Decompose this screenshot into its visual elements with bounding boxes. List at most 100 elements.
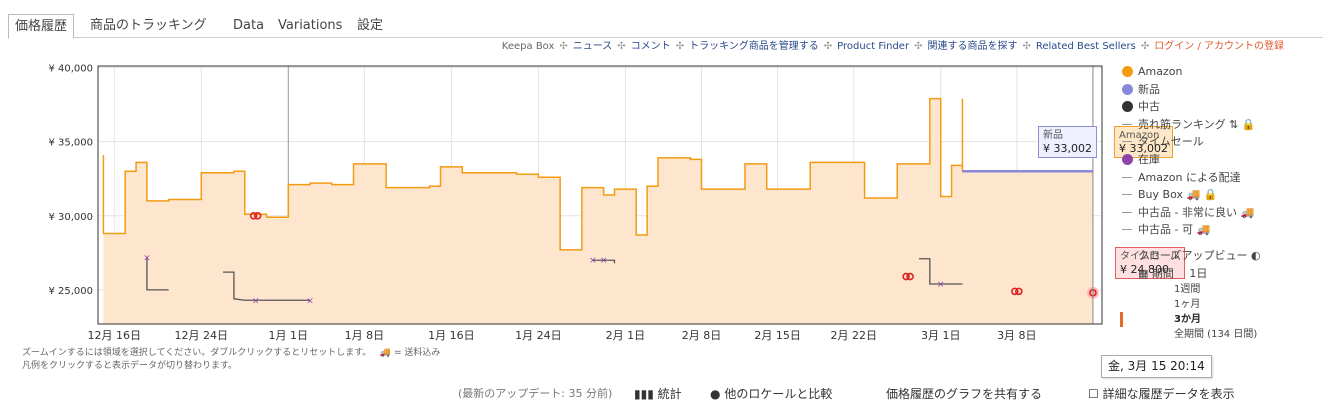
- compare-locales-button[interactable]: ● 他のロケールと比較: [710, 385, 832, 403]
- zoom-hint: ズームインするには領域を選択してください。ダブルクリックするとリセットします。 …: [22, 345, 440, 358]
- x-tick-label: 1月 16日: [428, 329, 475, 342]
- toggle-icon: ◐: [1250, 248, 1261, 262]
- legend-label: 在庫: [1138, 152, 1160, 166]
- news-link[interactable]: ニュース: [572, 41, 613, 52]
- tab-data[interactable]: Data: [233, 18, 265, 33]
- checkbox-icon[interactable]: ☐: [1088, 387, 1099, 401]
- calendar-icon: ▦: [1138, 266, 1149, 280]
- x-tick-label: 1月 8日: [345, 329, 385, 342]
- sales-rank-line: [223, 271, 311, 301]
- sale-marker: [1011, 287, 1019, 296]
- x-tick-label: 1月 24日: [515, 329, 562, 342]
- tooltip-sale-value: ¥ 24,800: [1120, 263, 1169, 276]
- tooltip-new-label: 新品: [1043, 130, 1063, 141]
- legend-label: Amazon による配達: [1138, 170, 1241, 184]
- stock-marker: ×: [306, 296, 314, 306]
- details-toggle[interactable]: ☐ 詳細な履歴データを表示: [1088, 385, 1235, 403]
- amazon-area: [103, 98, 1093, 324]
- stats-button[interactable]: ▮▮▮ 統計: [634, 385, 682, 403]
- dash-icon: [1122, 229, 1132, 231]
- legend-item-buy-box[interactable]: Buy Box 🚚 🔒: [1120, 186, 1320, 204]
- legend-label: 中古品 - 非常に良い 🚚: [1138, 205, 1255, 219]
- price-history-chart[interactable]: ×× ×× ×× ¥ 40,000¥ 35,000¥ 30,000¥ 25,000 …: [0, 52, 1110, 347]
- close-up-label: クローズアップビュー: [1138, 248, 1248, 262]
- legend-item-amazon-delivery[interactable]: Amazon による配達: [1120, 169, 1320, 187]
- legend-label: 中古: [1138, 100, 1160, 114]
- legend-hint: 凡例をクリックすると表示データが切り替わります。: [22, 361, 238, 371]
- tooltip-new-value: ¥ 33,002: [1043, 142, 1092, 155]
- range-1-day[interactable]: 1日: [1189, 266, 1208, 280]
- range-1-week[interactable]: 1週間: [1174, 284, 1201, 296]
- legend-item-used[interactable]: 中古: [1120, 98, 1320, 116]
- dash-icon: [1122, 194, 1132, 196]
- amazon-line: [102, 97, 1093, 251]
- stock-dot-icon: [1122, 153, 1133, 165]
- tab-variations[interactable]: Variations: [278, 18, 343, 33]
- tab-product-tracking[interactable]: 商品のトラッキング: [90, 18, 207, 33]
- sale-marker: [253, 211, 262, 220]
- plot-frame: [97, 65, 1103, 325]
- legend-item-lightning-deal[interactable]: タイムセール: [1120, 133, 1320, 151]
- related-best-sellers-link[interactable]: Related Best Sellers: [1035, 41, 1136, 52]
- dash-icon: [1122, 211, 1132, 213]
- range-all-time[interactable]: 全期間 (134 日間): [1174, 329, 1258, 341]
- chart-series-lines: [102, 97, 1093, 301]
- range-1-month[interactable]: 1ヶ月: [1174, 299, 1201, 311]
- stock-marker: ×: [252, 296, 260, 306]
- stock-marker: ×: [143, 253, 151, 263]
- legend-item-sales-rank[interactable]: 売れ筋ランキング ⇅ 🔒: [1120, 116, 1320, 134]
- x-tick-label: 1月 1日: [269, 329, 309, 342]
- legend-item-used-acceptable[interactable]: 中古品 - 可 🚚: [1120, 221, 1320, 239]
- y-axis-ticks: ¥ 40,000 ¥ 35,000 ¥ 30,000 ¥ 25,000: [48, 63, 93, 296]
- login-link[interactable]: ログイン / アカウントの登録: [1154, 41, 1284, 52]
- dash-icon: [1122, 123, 1132, 125]
- sales-rank-line: [592, 259, 616, 264]
- y-tick-label: ¥ 35,000: [48, 138, 93, 149]
- tab-settings[interactable]: 設定: [357, 18, 384, 33]
- separator-icon: ✣: [617, 41, 626, 52]
- tooltip-new: 新品 ¥ 33,002: [1038, 126, 1097, 158]
- dash-icon: [1122, 176, 1132, 178]
- separator-icon: ✣: [914, 41, 923, 52]
- product-finder-link[interactable]: Product Finder: [837, 41, 910, 52]
- range-3-months[interactable]: 3か月: [1120, 312, 1320, 328]
- stats-label: 統計: [657, 387, 682, 401]
- last-update: (最新のアップデート: 35 分前): [458, 387, 613, 400]
- tab-price-history[interactable]: 価格履歴: [8, 14, 75, 39]
- y-tick-label: ¥ 40,000: [48, 63, 93, 74]
- stock-marker: ×: [937, 280, 945, 290]
- chart-markers: ×× ×× ××: [143, 66, 1099, 324]
- legend-label: Buy Box 🚚 🔒: [1138, 188, 1218, 202]
- x-tick-label: 3月 8日: [997, 329, 1037, 342]
- legend-item-stock[interactable]: 在庫: [1120, 151, 1320, 169]
- share-graph-button[interactable]: 価格履歴のグラフを共有する: [886, 387, 1043, 401]
- manage-tracking-link[interactable]: トラッキング商品を管理する: [689, 41, 819, 52]
- sale-marker: [902, 272, 910, 281]
- keepa-box-link[interactable]: Keepa Box: [501, 41, 555, 52]
- legend-item-new[interactable]: 新品: [1120, 81, 1320, 99]
- legend-item-amazon[interactable]: Amazon: [1120, 63, 1320, 81]
- tooltip-amazon-label: Amazon: [1119, 130, 1160, 141]
- y-tick-label: ¥ 25,000: [48, 286, 93, 297]
- sales-rank-line: [918, 258, 963, 285]
- y-tick-label: ¥ 30,000: [48, 212, 93, 223]
- amazon-dot-icon: [1122, 66, 1133, 77]
- legend-item-used-very-good[interactable]: 中古品 - 非常に良い 🚚: [1120, 204, 1320, 222]
- comments-link[interactable]: コメント: [630, 41, 671, 52]
- x-tick-label: 2月 8日: [682, 329, 722, 342]
- top-links: Keepa Box ✣ ニュース ✣ コメント ✣ トラッキング商品を管理する ✣ Produc…: [440, 37, 1285, 52]
- period-label: 期間: [1151, 266, 1174, 280]
- x-tick-label: 2月 22日: [830, 329, 877, 342]
- related-products-link[interactable]: 関連する商品を探す: [927, 41, 1018, 52]
- sales-rank-line: [146, 257, 169, 291]
- used-dot-icon: [1122, 101, 1133, 113]
- stock-marker: ×: [600, 256, 608, 266]
- stock-marker: ×: [589, 256, 597, 266]
- close-up-toggle[interactable]: クローズアップビュー ◐: [1120, 247, 1320, 265]
- x-tick-label: 12月 24日: [175, 329, 229, 342]
- legend-label: タイムセール: [1138, 135, 1204, 149]
- x-tick-label: 2月 15日: [754, 329, 801, 342]
- globe-icon: ●: [710, 387, 721, 401]
- dash-icon: [1122, 141, 1132, 143]
- details-label: 詳細な履歴データを表示: [1102, 387, 1235, 401]
